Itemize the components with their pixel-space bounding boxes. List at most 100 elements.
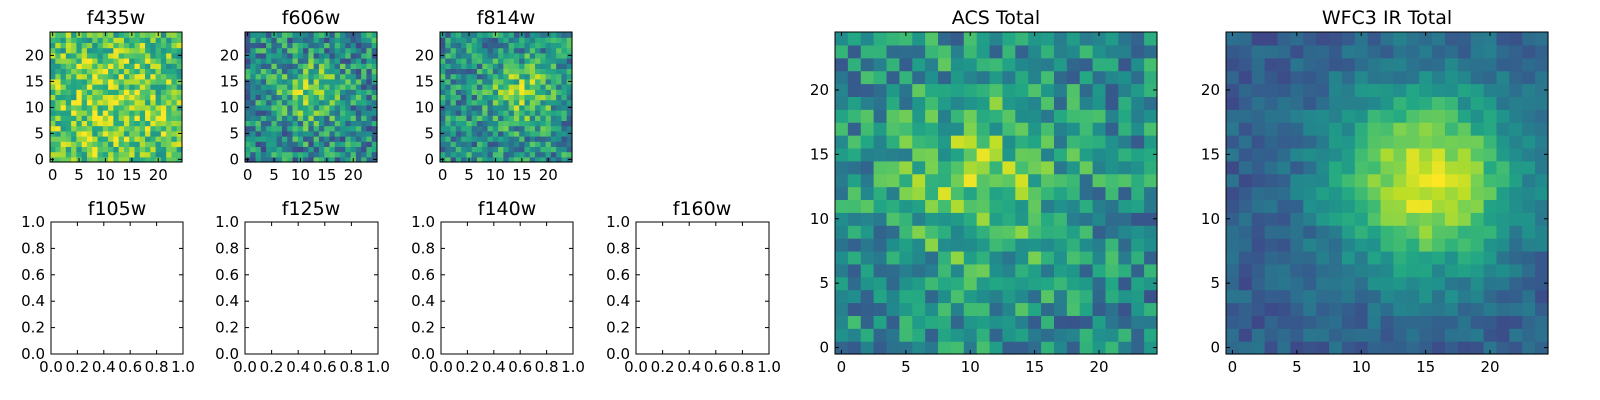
heatmap-cell: [1329, 32, 1343, 46]
heatmap-cell: [287, 58, 294, 64]
heatmap-cell: [145, 52, 151, 59]
heatmap-cell: [873, 160, 888, 175]
heatmap-cell: [81, 42, 88, 49]
heatmap-cell: [176, 32, 183, 38]
heatmap-cell: [366, 89, 373, 95]
heatmap-cell: [108, 146, 114, 153]
heatmap-cell: [492, 89, 499, 95]
heatmap-cell: [466, 130, 473, 137]
heatmap-cell: [276, 78, 283, 85]
heatmap-cell: [1470, 135, 1485, 149]
heatmap-cell: [1079, 212, 1094, 226]
heatmap-cell: [476, 115, 483, 121]
heatmap-cell: [108, 156, 114, 163]
heatmap-cell: [55, 136, 62, 142]
heatmap-cell: [76, 37, 83, 43]
heatmap-cell: [134, 84, 141, 90]
heatmap-cell: [1393, 96, 1407, 110]
heatmap-cell: [519, 141, 526, 147]
heatmap-cell: [1354, 302, 1369, 316]
heatmap-cell: [308, 63, 315, 69]
heatmap-cell: [1341, 302, 1356, 316]
heatmap-cell: [950, 212, 965, 226]
heatmap-cell: [461, 156, 467, 163]
y-tick-label: 20: [810, 81, 829, 99]
heatmap-cell: [1380, 302, 1395, 316]
heatmap-cell: [318, 42, 325, 49]
heatmap-cell: [160, 68, 167, 75]
heatmap-cell: [835, 199, 849, 213]
heatmap-cell: [1444, 315, 1459, 329]
heatmap-cell: [308, 141, 315, 147]
heatmap-cell: [308, 104, 315, 111]
heatmap-cell: [950, 238, 965, 252]
heatmap-cell: [155, 47, 162, 54]
heatmap-cell: [86, 58, 93, 64]
heatmap-cell: [260, 104, 267, 111]
heatmap-cell: [1041, 32, 1055, 46]
heatmap-cell: [899, 147, 913, 162]
heatmap-cell: [1393, 302, 1407, 316]
heatmap-cell: [113, 125, 120, 132]
heatmap-cell: [334, 78, 341, 85]
heatmap-cell: [76, 68, 83, 75]
heatmap-cell: [108, 58, 114, 64]
heatmap-cell: [1367, 147, 1382, 162]
heatmap-cell: [1277, 186, 1291, 201]
heatmap-cell: [925, 276, 939, 291]
heatmap-cell: [1144, 32, 1158, 46]
heatmap-cell: [113, 58, 120, 64]
heatmap-cell: [1329, 44, 1343, 59]
heatmap-cell: [145, 125, 151, 132]
heatmap-cell: [123, 73, 130, 80]
heatmap-cell: [1251, 276, 1266, 291]
heatmap-cell: [287, 156, 294, 163]
heatmap-cell: [329, 151, 336, 158]
heatmap-cell: [86, 78, 93, 85]
heatmap-cell: [276, 63, 283, 69]
heatmap-cell: [1535, 302, 1549, 316]
heatmap-cell: [455, 120, 462, 127]
heatmap-cell: [1066, 289, 1081, 304]
heatmap-cell: [899, 199, 913, 213]
heatmap-cell: [139, 110, 146, 116]
heatmap-cell: [498, 146, 504, 153]
heatmap-cell: [1522, 238, 1536, 252]
heatmap-cell: [461, 99, 467, 106]
heatmap-cell: [1367, 135, 1382, 149]
heatmap-cell: [561, 73, 568, 80]
heatmap-cell: [102, 125, 109, 132]
heatmap-cell: [963, 135, 978, 149]
heatmap-cell: [545, 58, 552, 64]
heatmap-cell: [361, 37, 368, 43]
heatmap-cell: [50, 73, 56, 80]
heatmap-cell: [440, 37, 446, 43]
heatmap-cell: [1496, 135, 1510, 149]
heatmap-cell: [102, 110, 109, 116]
heatmap-cell: [1341, 135, 1356, 149]
heatmap-cell: [350, 73, 357, 80]
heatmap-cell: [287, 78, 294, 85]
heatmap-cell: [566, 125, 573, 132]
heatmap-cell: [1341, 289, 1356, 304]
heatmap-cell: [1316, 32, 1330, 46]
heatmap-cell: [1002, 44, 1016, 59]
heatmap-cell: [113, 32, 120, 38]
heatmap-cell: [139, 156, 146, 163]
heatmap-cell: [529, 37, 536, 43]
heatmap-cell: [503, 32, 510, 38]
heatmap-cell: [1131, 263, 1145, 278]
heatmap-cell: [1118, 109, 1132, 123]
heatmap-cell: [86, 32, 93, 38]
heatmap-cell: [487, 120, 494, 127]
heatmap-cell: [1419, 289, 1433, 304]
heatmap-cell: [847, 315, 862, 329]
heatmap-cell: [266, 141, 272, 147]
heatmap-cell: [508, 47, 515, 54]
heatmap-cell: [1131, 32, 1145, 46]
heatmap-cell: [92, 156, 99, 163]
heatmap-cell: [519, 104, 526, 111]
heatmap-cell: [873, 83, 888, 97]
x-tick-label: 0: [1228, 358, 1238, 376]
heatmap-cell: [561, 89, 568, 95]
